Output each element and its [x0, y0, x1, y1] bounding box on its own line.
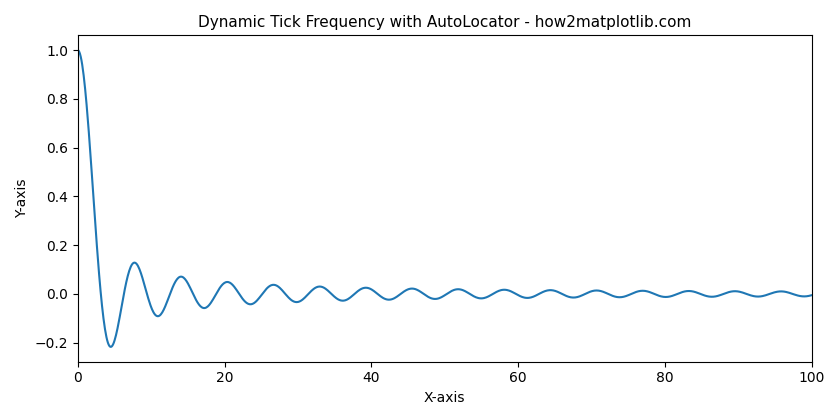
Title: Dynamic Tick Frequency with AutoLocator - how2matplotlib.com: Dynamic Tick Frequency with AutoLocator …	[198, 15, 691, 30]
X-axis label: X-axis: X-axis	[424, 391, 465, 405]
Y-axis label: Y-axis: Y-axis	[15, 179, 29, 218]
